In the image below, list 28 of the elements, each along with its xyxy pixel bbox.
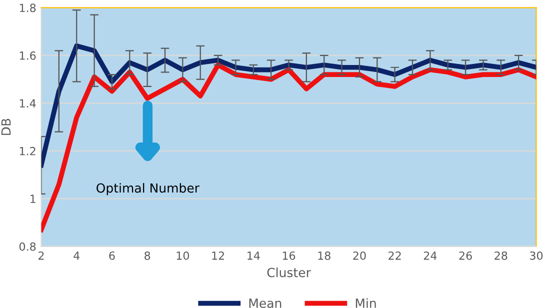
x-tick-label: 20 [353, 251, 366, 260]
x-tick-label: 10 [176, 251, 190, 260]
y-tick-label: 0.8 [19, 242, 36, 251]
y-tick-label: 1.8 [20, 4, 36, 12]
y-tick-label: 1 [30, 194, 36, 203]
x-axis-title: Cluster [267, 268, 311, 278]
line-series [41, 43, 536, 168]
y-tick-label: 1.6 [20, 51, 36, 60]
x-tick-label: 2 [38, 251, 44, 260]
y-axis-title: DB [1, 118, 11, 135]
y-tick-label: 1.2 [20, 146, 36, 156]
x-tick-label: 30 [530, 251, 543, 260]
x-tick-label: 18 [318, 251, 330, 260]
x-tick-label: 14 [248, 252, 260, 260]
x-tick-label: 16 [282, 251, 296, 260]
x-tick-label: 4 [74, 252, 80, 260]
line-series [41, 62, 536, 232]
legend-label: Min [356, 298, 376, 308]
annotation: Optimal Number [96, 183, 200, 196]
x-tick-label: 24 [424, 251, 437, 260]
y-tick-label: 1.4 [20, 99, 36, 108]
x-tick-label: 22 [388, 251, 401, 260]
x-tick-label: 8 [144, 251, 150, 260]
x-tick-label: 26 [459, 251, 472, 260]
x-tick-label: 28 [494, 251, 508, 260]
x-tick-label: 6 [109, 251, 115, 260]
x-tick-label: 12 [212, 251, 224, 260]
legend-label: Mean [249, 298, 282, 308]
